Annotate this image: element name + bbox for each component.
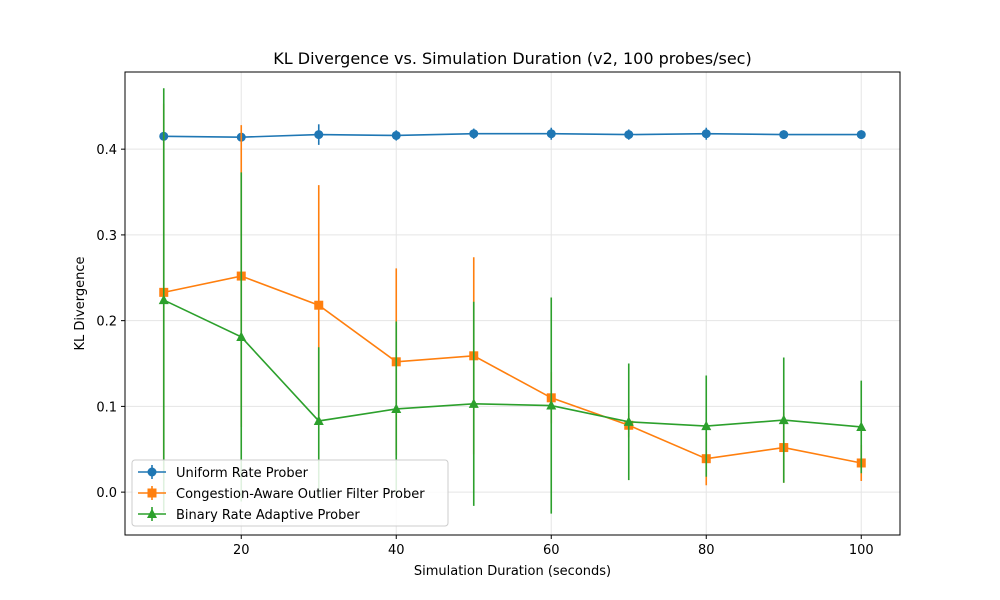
data-point (546, 129, 556, 139)
data-point (623, 416, 634, 426)
data-point (468, 398, 479, 408)
y-tick-label: 0.4 (96, 143, 117, 158)
x-tick-label: 20 (233, 543, 250, 558)
plot-frame (124, 71, 901, 536)
x-tick-label: 60 (543, 543, 560, 558)
legend-marker (147, 508, 157, 518)
x-tick-label: 100 (849, 543, 874, 558)
data-point (314, 300, 324, 310)
series-1 (159, 124, 866, 145)
data-point (546, 400, 557, 410)
data-point (856, 421, 867, 431)
data-point (624, 130, 634, 140)
y-tick-label: 0.3 (96, 229, 117, 244)
data-point (236, 331, 247, 341)
series-line (163, 299, 862, 428)
data-point (701, 420, 712, 431)
axis-ticks: 20 40 60 80 100 0.0 0.1 0.2 0.3 0.4 (96, 143, 873, 558)
y-axis-label: KL Divergence (73, 257, 88, 351)
data-point (158, 294, 169, 305)
data-point (313, 415, 324, 425)
series-layer (158, 88, 867, 514)
x-tick-label: 80 (698, 543, 715, 558)
series-3 (158, 88, 867, 514)
x-axis-label: Simulation Duration (seconds) (414, 564, 611, 579)
series-line (163, 275, 862, 464)
legend-box (131, 459, 449, 527)
data-point (778, 414, 789, 425)
legend-entry-2: Congestion-Aware Outlier Filter Prober (138, 486, 425, 502)
legend: Uniform Rate Prober Congestion-Aware Outl… (131, 459, 449, 527)
legend-marker (147, 467, 157, 477)
legend-label: Binary Rate Adaptive Prober (176, 508, 360, 523)
data-point (779, 130, 789, 140)
legend-label: Congestion-Aware Outlier Filter Prober (176, 487, 425, 502)
legend-label: Uniform Rate Prober (176, 466, 309, 481)
data-point (469, 129, 479, 139)
data-point (391, 130, 401, 140)
y-tick-label: 0.2 (96, 315, 117, 330)
y-tick-label: 0.1 (96, 400, 117, 415)
x-tick-label: 40 (388, 543, 405, 558)
y-tick-label: 0.0 (96, 486, 117, 501)
legend-marker (147, 488, 157, 498)
data-point (856, 130, 866, 140)
series-line (163, 132, 862, 138)
legend-entry-3: Binary Rate Adaptive Prober (138, 507, 360, 523)
chart-title: KL Divergence vs. Simulation Duration (v… (273, 49, 751, 68)
legend-entry-1: Uniform Rate Prober (138, 465, 309, 481)
data-point (391, 403, 402, 413)
data-point (314, 130, 324, 140)
data-point (701, 129, 711, 139)
